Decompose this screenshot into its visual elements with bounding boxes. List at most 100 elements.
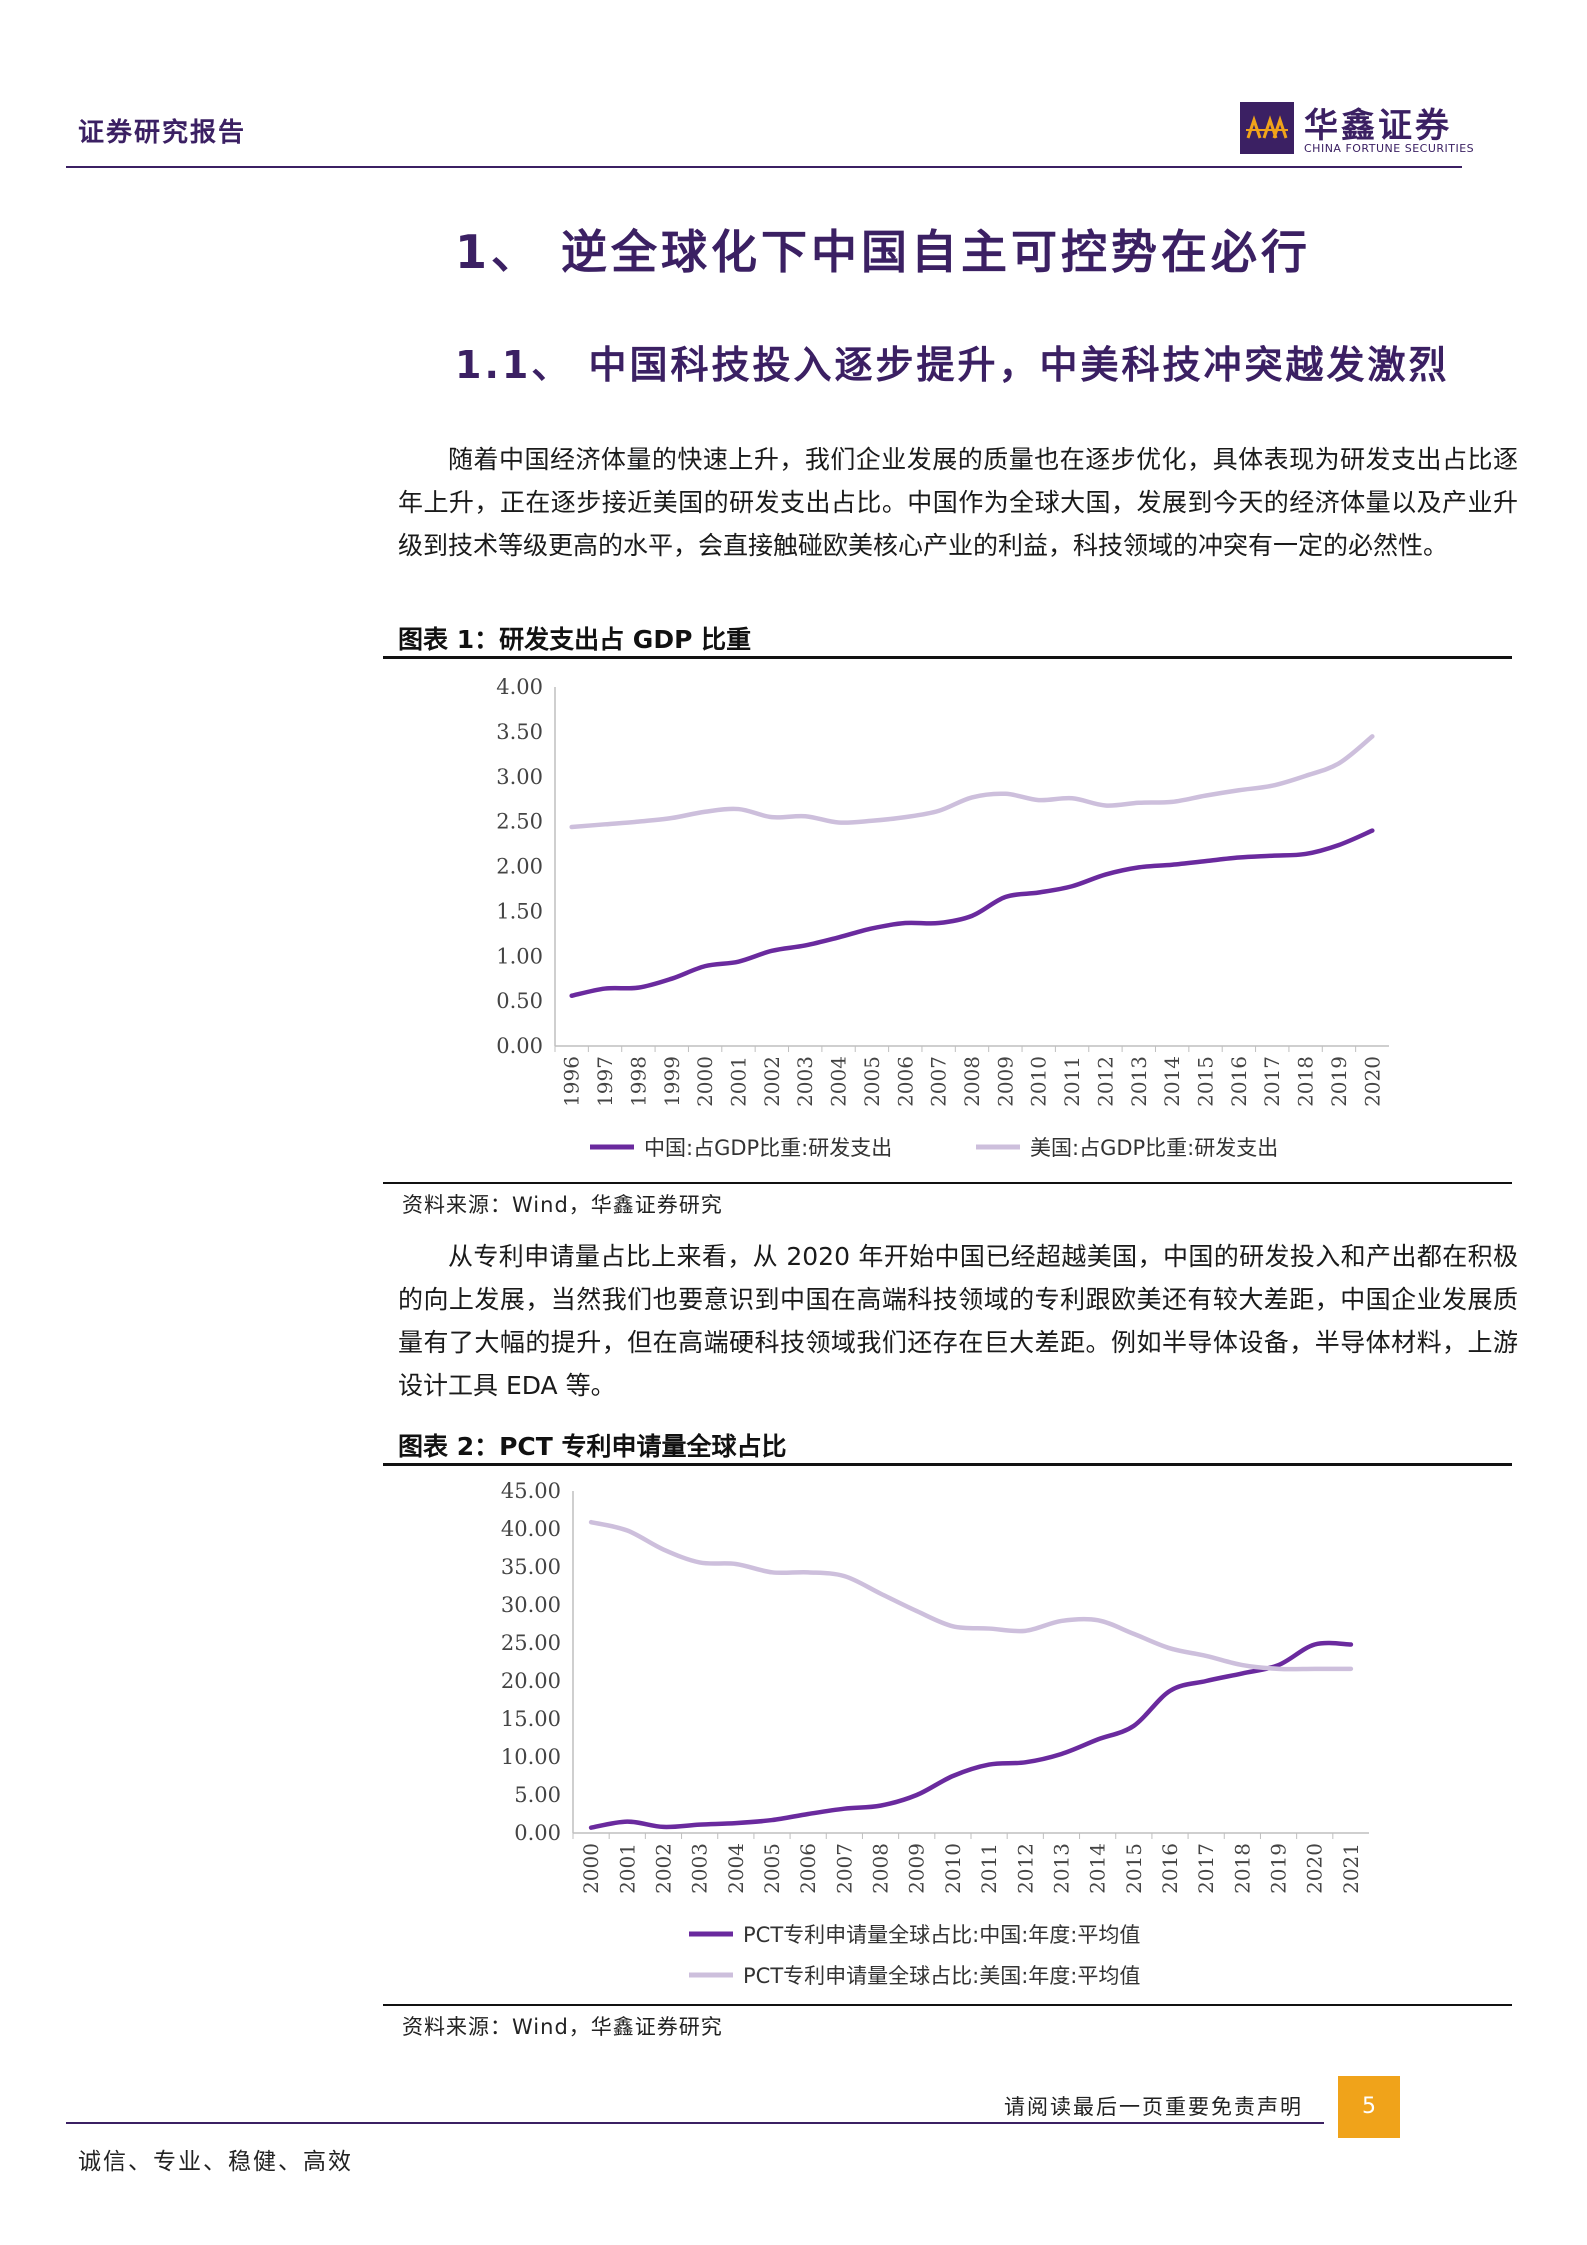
x-tick-label: 2010	[1027, 1056, 1051, 1107]
x-tick-label: 2008	[960, 1056, 984, 1107]
x-tick-label: 2009	[993, 1056, 1017, 1107]
x-tick-label: 2012	[1093, 1056, 1117, 1107]
x-tick-label: 2004	[827, 1056, 851, 1107]
y-tick-label: 3.50	[496, 720, 543, 744]
x-tick-label: 2013	[1127, 1056, 1151, 1107]
x-tick-label: 2012	[1013, 1843, 1037, 1894]
x-tick-label: 2006	[796, 1843, 820, 1894]
figure1-source: 资料来源：Wind，华鑫证券研究	[402, 1193, 723, 1217]
company-logo-name: 华鑫证券	[1304, 106, 1452, 146]
x-tick-label: 2019	[1267, 1843, 1291, 1894]
x-tick-label: 2018	[1294, 1056, 1318, 1107]
paragraph-text: 随着中国经济体量的快速上升，我们企业发展的质量也在逐步优化，具体表现为研发支出占…	[398, 445, 1518, 560]
figure2-source: 资料来源：Wind，华鑫证券研究	[402, 2015, 723, 2039]
x-tick-label: 2001	[726, 1056, 750, 1107]
chart1-y-axis: 0.00 0.50 1.00 1.50 2.00 2.50 3.00 3.50 4.00	[496, 675, 556, 1058]
x-tick-label: 2010	[941, 1843, 965, 1894]
x-tick-label: 2003	[793, 1056, 817, 1107]
y-tick-label: 35.00	[501, 1555, 561, 1579]
company-motto: 诚信、专业、稳健、高效	[78, 2149, 353, 2175]
x-tick-label: 1996	[560, 1056, 584, 1107]
chart2-x-axis: 2000 2001 2002 2003 2004 2005 2006 2007 2008 2009…	[572, 1832, 1369, 1894]
legend-label: PCT专利申请量全球占比:美国:年度:平均值	[743, 1964, 1140, 1988]
chart2-y-axis: 0.00 5.00 10.00 15.00 20.00 25.00 30.00 35.00 40…	[501, 1479, 574, 1845]
logo-mark-icon	[1246, 115, 1288, 139]
x-tick-label: 2013	[1049, 1843, 1073, 1894]
x-tick-label: 2014	[1086, 1843, 1110, 1894]
y-tick-label: 0.50	[496, 989, 543, 1013]
chart-rd-gdp: 0.00 0.50 1.00 1.50 2.00 2.50 3.00 3.50 4.00 199…	[496, 675, 1389, 1160]
x-tick-label: 2000	[693, 1056, 717, 1107]
figure2-bottom-rule	[383, 2004, 1512, 2006]
chart1-x-axis: 1996 1997 1998 1999 2000 2001 2002 2003 2004 2005…	[554, 1045, 1389, 1107]
x-tick-label: 2011	[1060, 1056, 1084, 1107]
paragraph-text: 从专利申请量占比上来看，从 2020 年开始中国已经超越美国，中国的研发投入和产…	[398, 1242, 1518, 1400]
y-tick-label: 0.00	[514, 1821, 561, 1845]
x-tick-label: 2003	[688, 1843, 712, 1894]
x-tick-label: 2002	[760, 1056, 784, 1107]
page-number: 5	[1338, 2076, 1400, 2138]
chart-pct-patents: 0.00 5.00 10.00 15.00 20.00 25.00 30.00 35.00 40…	[501, 1479, 1369, 1988]
x-tick-label: 2016	[1158, 1843, 1182, 1894]
figure1-title: 图表 1：研发支出占 GDP 比重	[398, 625, 752, 654]
x-tick-label: 1998	[626, 1056, 650, 1107]
y-tick-label: 30.00	[501, 1593, 561, 1617]
series-line-us	[569, 734, 1375, 830]
chart2-lines	[588, 1519, 1354, 1830]
x-tick-label: 2017	[1260, 1056, 1284, 1107]
legend-label: PCT专利申请量全球占比:中国:年度:平均值	[743, 1923, 1140, 1947]
x-tick-label: 2019	[1327, 1056, 1351, 1107]
x-tick-label: 2018	[1230, 1843, 1254, 1894]
x-tick-label: 2008	[869, 1843, 893, 1894]
x-tick-label: 2014	[1160, 1056, 1184, 1107]
header-divider	[66, 166, 1462, 168]
y-tick-label: 0.00	[496, 1034, 543, 1058]
y-tick-label: 1.00	[496, 944, 543, 968]
y-tick-label: 5.00	[514, 1783, 561, 1807]
x-tick-label: 2017	[1194, 1843, 1218, 1894]
footer-divider	[66, 2122, 1324, 2124]
x-tick-label: 2007	[832, 1843, 856, 1894]
y-tick-label: 25.00	[501, 1631, 561, 1655]
y-tick-label: 4.00	[496, 675, 543, 699]
x-tick-label: 1997	[593, 1056, 617, 1107]
x-tick-label: 2007	[927, 1056, 951, 1107]
body-paragraph-2: 从专利申请量占比上来看，从 2020 年开始中国已经超越美国，中国的研发投入和产…	[398, 1235, 1518, 1407]
x-tick-label: 2001	[615, 1843, 639, 1894]
y-tick-label: 1.50	[496, 899, 543, 923]
x-tick-label: 2011	[977, 1843, 1001, 1894]
x-tick-label: 2005	[860, 1056, 884, 1107]
legend-label: 美国:占GDP比重:研发支出	[1030, 1136, 1278, 1160]
chart2-legend: PCT专利申请量全球占比:中国:年度:平均值 PCT专利申请量全球占比:美国:年度…	[689, 1923, 1140, 1988]
section-heading: 1、 逆全球化下中国自主可控势在必行	[455, 225, 1312, 279]
figure2-top-rule	[383, 1463, 1512, 1466]
figure1-top-rule	[383, 656, 1512, 659]
company-logo-icon	[1240, 102, 1294, 154]
series-line-china	[569, 828, 1375, 998]
y-tick-label: 40.00	[501, 1517, 561, 1541]
x-tick-label: 2015	[1122, 1843, 1146, 1894]
chart1-lines	[569, 734, 1375, 998]
x-tick-label: 1999	[660, 1056, 684, 1107]
disclaimer-note: 请阅读最后一页重要免责声明	[1004, 2095, 1303, 2119]
report-type-label: 证券研究报告	[78, 118, 247, 148]
company-logo-english: CHINA FORTUNE SECURITIES	[1304, 142, 1475, 155]
y-tick-label: 2.00	[496, 855, 543, 879]
x-tick-label: 2020	[1360, 1056, 1384, 1107]
subsection-heading: 1.1、 中国科技投入逐步提升，中美科技冲突越发激烈	[455, 343, 1450, 387]
series-line-china	[588, 1640, 1354, 1830]
body-paragraph-1: 随着中国经济体量的快速上升，我们企业发展的质量也在逐步优化，具体表现为研发支出占…	[398, 438, 1518, 567]
y-tick-label: 20.00	[501, 1669, 561, 1693]
x-tick-label: 2009	[905, 1843, 929, 1894]
x-tick-label: 2005	[760, 1843, 784, 1894]
series-line-us	[588, 1519, 1354, 1672]
x-tick-label: 2000	[579, 1843, 603, 1894]
y-tick-label: 3.00	[496, 765, 543, 789]
figure2-title: 图表 2：PCT 专利申请量全球占比	[398, 1432, 787, 1461]
x-tick-label: 2016	[1227, 1056, 1251, 1107]
y-tick-label: 2.50	[496, 810, 543, 834]
x-tick-label: 2002	[651, 1843, 675, 1894]
figure1-bottom-rule	[383, 1182, 1512, 1184]
x-tick-label: 2006	[893, 1056, 917, 1107]
x-tick-label: 2015	[1194, 1056, 1218, 1107]
